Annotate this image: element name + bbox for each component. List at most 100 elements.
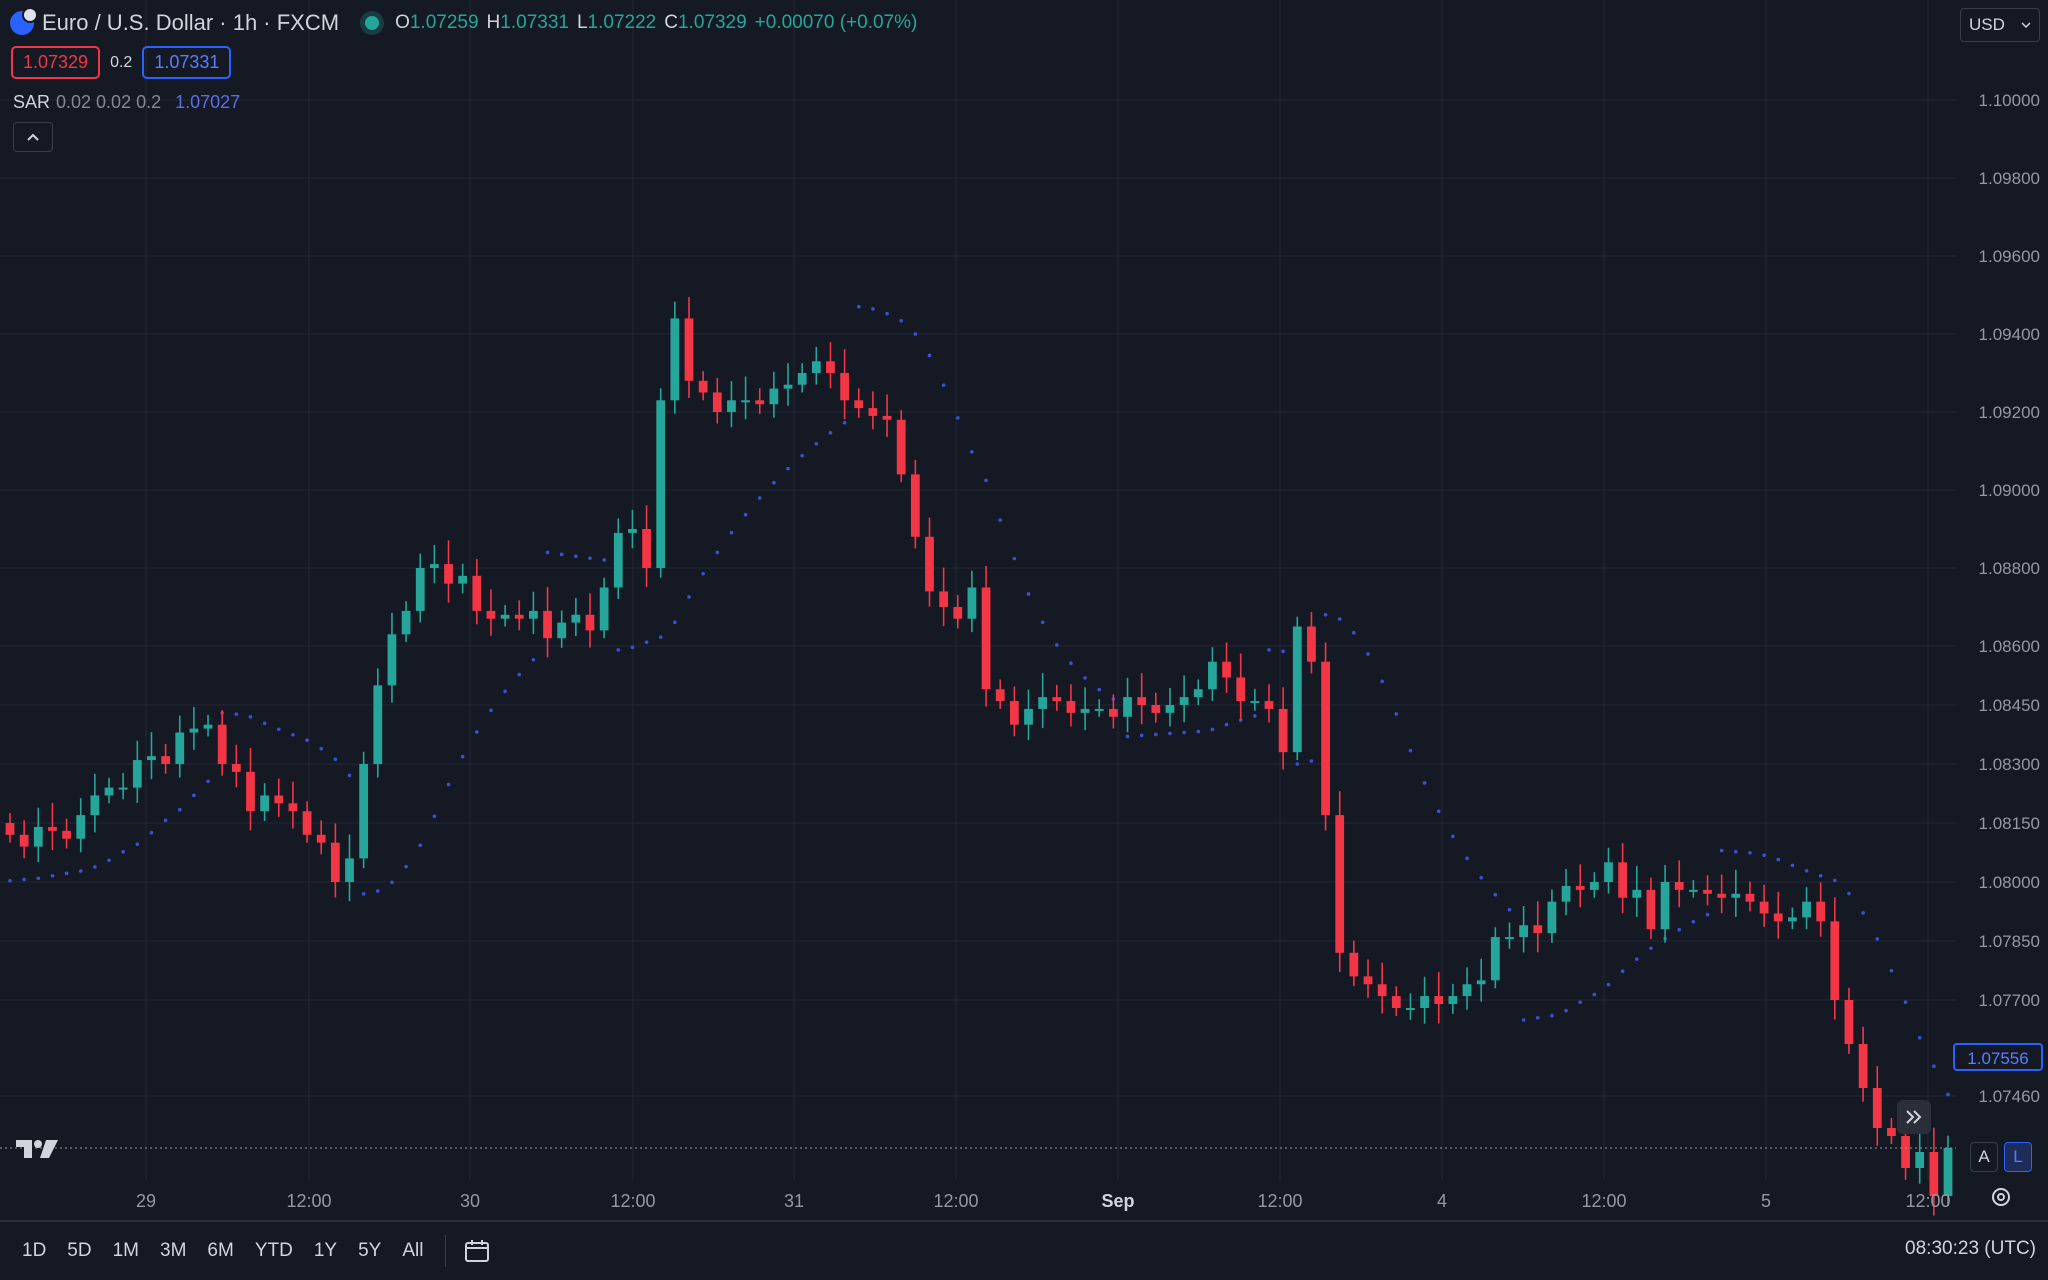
calendar-range-icon[interactable]	[464, 1238, 490, 1264]
candle-body	[1038, 697, 1048, 709]
sar-dot	[22, 877, 26, 882]
time-tick-label: 31	[784, 1191, 804, 1211]
price-tick-label: 1.08800	[1979, 559, 2040, 578]
sar-dot	[64, 871, 69, 876]
symbol-title[interactable]: Euro / U.S. Dollar · 1h · FXCM	[42, 10, 340, 35]
sar-dot	[927, 353, 932, 358]
sar-dot	[1677, 927, 1682, 932]
sar-dot	[1634, 957, 1639, 961]
range-5d[interactable]: 5D	[67, 1240, 92, 1261]
candle-body	[486, 610, 496, 619]
sar-dot	[1097, 687, 1102, 692]
candle-body	[33, 826, 43, 847]
range-1y[interactable]: 1Y	[313, 1240, 338, 1261]
utc-clock[interactable]: 08:30:23 (UTC)	[1905, 1238, 2036, 1259]
range-6m[interactable]: 6M	[207, 1240, 234, 1261]
market-status-dot-icon[interactable]	[365, 16, 380, 30]
sar-dot	[276, 727, 281, 732]
range-1m[interactable]: 1M	[112, 1240, 139, 1261]
sar-dot	[1804, 869, 1809, 873]
sar-dot	[800, 453, 804, 458]
time-tick-label: 12:00	[286, 1191, 331, 1211]
candle-body	[274, 795, 284, 804]
sar-dot	[1564, 1008, 1568, 1013]
change-value: +0.00070 (+0.07%)	[754, 12, 918, 33]
sar-dot	[1380, 679, 1384, 684]
candle-body	[231, 764, 241, 772]
sar-dot	[390, 880, 394, 885]
candle-body	[1731, 893, 1741, 898]
price-tick-label: 1.09200	[1979, 403, 2040, 422]
time-tick-label: 5	[1761, 1191, 1771, 1211]
candle-body	[1519, 925, 1529, 938]
candle-body	[19, 834, 29, 847]
collapse-legend-button[interactable]	[13, 122, 53, 152]
candle-body	[132, 760, 142, 788]
log-scale-button[interactable]: L	[2004, 1142, 2032, 1172]
candle-body	[1872, 1088, 1882, 1128]
sar-dot	[1210, 727, 1215, 732]
candle-body	[811, 361, 821, 373]
chevron-up-icon	[27, 133, 39, 141]
scroll-to-realtime-button[interactable]	[1897, 1100, 1931, 1134]
candle-body	[712, 392, 722, 412]
time-tick-label: 12:00	[1905, 1191, 1950, 1211]
sar-dot	[1125, 734, 1130, 739]
candle-body	[514, 614, 524, 619]
range-ytd[interactable]: YTD	[254, 1240, 293, 1261]
candle-body	[1646, 889, 1656, 930]
price-tick-label: 1.08300	[1979, 755, 2040, 774]
candle-body	[939, 591, 949, 607]
settings-gear-icon[interactable]	[1990, 1186, 2012, 1208]
candle-body	[1137, 697, 1147, 705]
sar-legend[interactable]: SAR 0.02 0.02 0.2 1.07027	[13, 92, 240, 113]
sar-dot	[913, 332, 918, 336]
range-all[interactable]: All	[402, 1240, 424, 1261]
price-tick-label: 1.08150	[1979, 814, 2040, 833]
tradingview-logo-icon[interactable]	[16, 1135, 60, 1167]
high-value: 1.07331	[500, 12, 569, 33]
candle-body	[1858, 1044, 1868, 1088]
candle-body	[1009, 701, 1019, 725]
sar-dot	[1182, 730, 1186, 735]
sar-dot	[630, 645, 635, 650]
sar-dot	[50, 873, 55, 878]
candle-body	[1929, 1152, 1939, 1196]
sar-dot	[1521, 1018, 1526, 1022]
sar-dot	[1861, 911, 1865, 915]
buy-button[interactable]: 1.07331	[142, 46, 232, 79]
sar-dot	[757, 496, 762, 500]
sar-dot	[1592, 992, 1597, 997]
range-1d[interactable]: 1D	[22, 1240, 47, 1261]
candle-body	[670, 318, 680, 401]
candle-body	[1052, 697, 1062, 702]
indicator-value: 1.07027	[175, 92, 241, 112]
candle-body	[1094, 708, 1104, 711]
sar-dot	[1083, 676, 1087, 680]
toolbar-divider	[445, 1235, 447, 1267]
time-tick-label: 12:00	[1257, 1191, 1302, 1211]
candle-body	[1901, 1136, 1910, 1168]
candle-body	[472, 575, 482, 611]
sar-dot	[715, 550, 720, 555]
candle-body	[458, 575, 468, 584]
candle-body	[302, 811, 312, 835]
sar-dot	[1040, 620, 1045, 625]
candle-body	[628, 529, 637, 533]
candle-body	[1844, 1000, 1854, 1044]
range-3m[interactable]: 3M	[160, 1240, 187, 1261]
candle-body	[698, 380, 708, 393]
candle-body	[1745, 893, 1755, 902]
sar-dot	[1012, 556, 1017, 561]
sell-button[interactable]: 1.07329	[11, 46, 101, 79]
candle-body	[1222, 661, 1231, 678]
auto-scale-button[interactable]: A	[1970, 1142, 1998, 1172]
range-5y[interactable]: 5Y	[358, 1240, 382, 1261]
candle-body	[1943, 1148, 1953, 1196]
candle-body	[444, 564, 453, 584]
price-axis: 1.10000 1.09800 1.09600 1.09400 1.09200 1.090…	[1979, 91, 2040, 1106]
sar-dot	[1154, 732, 1158, 737]
currency-select[interactable]: USD	[1960, 8, 2040, 42]
price-chart[interactable]: 1.10000 1.09800 1.09600 1.09400 1.09200 1.090…	[0, 0, 2048, 1220]
sar-dot	[871, 307, 875, 311]
